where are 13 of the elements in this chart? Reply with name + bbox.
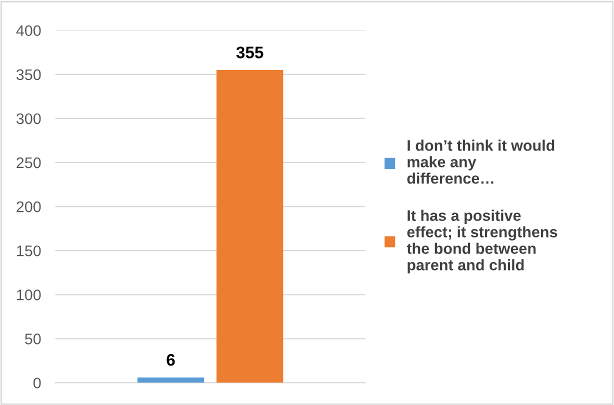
y-tick-label: 200 [16, 201, 41, 212]
legend-label: I don’t think it would make any difference… [407, 140, 554, 184]
y-tick-label: 0 [33, 378, 41, 388]
y-tick-label: 100 [17, 290, 41, 300]
data-label: 355 [236, 46, 264, 58]
y-tick-label: 400 [16, 25, 41, 36]
legend-label: It has a positive effect; it strengthens the bond between parent and child [406, 210, 558, 274]
y-tick-label: 350 [16, 69, 41, 80]
y-tick-label: 300 [16, 113, 41, 124]
y-tick-label: 150 [17, 245, 41, 256]
y-tick-label: 250 [16, 157, 41, 168]
y-tick-label: 50 [24, 334, 41, 344]
data-label: 6 [166, 354, 175, 366]
